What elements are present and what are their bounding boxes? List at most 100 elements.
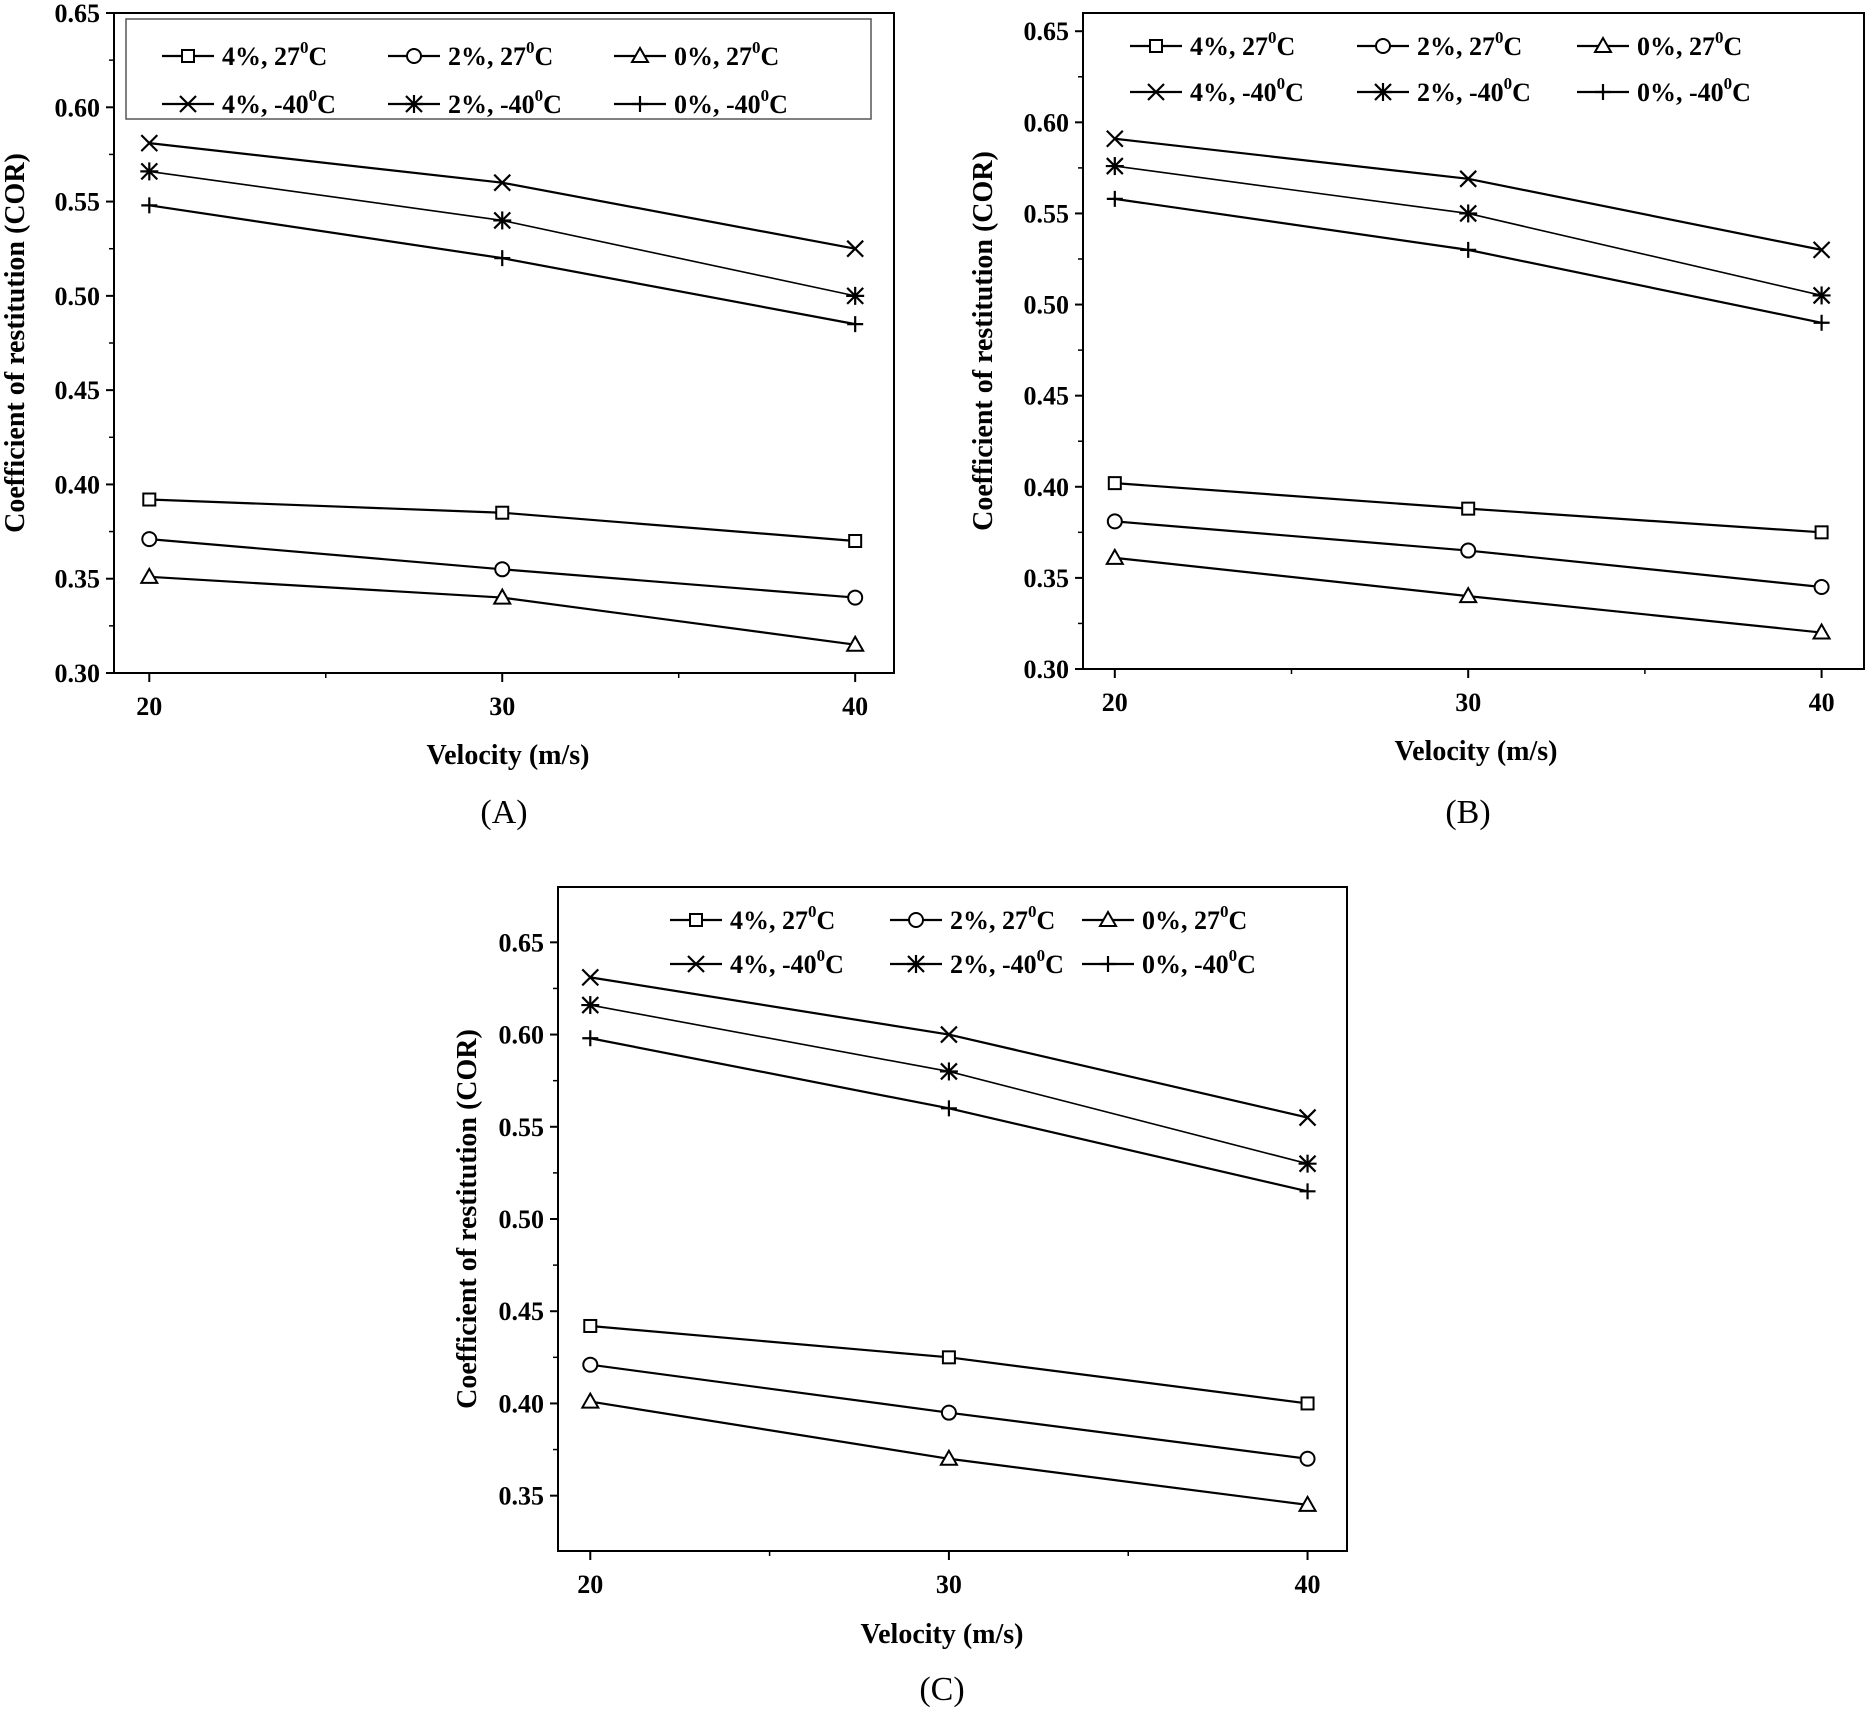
legend-label-unit: C xyxy=(817,906,836,935)
y-tick-label: 0.65 xyxy=(499,928,545,957)
data-point xyxy=(1106,190,1123,207)
marker-stroke xyxy=(1106,129,1124,148)
legend-label-superscript: 0 xyxy=(1495,28,1504,47)
legend-entry: 2%, 270C xyxy=(890,902,1055,935)
data-point xyxy=(1812,286,1831,305)
y-tick-label: 0.60 xyxy=(55,93,101,122)
y-axis-title: Coefficient of restitution (COR) xyxy=(452,1029,483,1409)
marker-stroke xyxy=(493,173,512,192)
data-point xyxy=(141,197,158,214)
y-tick-label: 0.45 xyxy=(1024,382,1070,411)
series-circle xyxy=(582,1356,1316,1467)
data-point xyxy=(140,162,159,181)
y-tick-label: 0.50 xyxy=(1024,291,1070,320)
legend-label-unit: C xyxy=(1285,78,1304,107)
y-tick-label: 0.40 xyxy=(499,1389,545,1418)
legend-label-unit: C xyxy=(825,950,844,979)
legend-label-main: 2%, -40 xyxy=(950,950,1037,979)
legend-label-main: 0%, -40 xyxy=(1637,78,1724,107)
data-point xyxy=(141,531,158,548)
x-axis-title: Velocity (m/s) xyxy=(860,1619,1023,1650)
legend-label-unit: C xyxy=(543,90,562,119)
data-point xyxy=(1298,1154,1317,1173)
legend-entry: 0%, -400C xyxy=(1082,946,1256,979)
data-point xyxy=(494,250,511,267)
data-point xyxy=(580,1391,601,1409)
plot-frame xyxy=(1082,12,1865,670)
legend-label-unit: C xyxy=(309,42,328,71)
series-x xyxy=(581,968,1317,1127)
series-asterisk xyxy=(140,162,865,305)
data-point xyxy=(940,1404,957,1421)
legend-label-main: 0%, 27 xyxy=(1142,906,1220,935)
legend-label: 2%, 270C xyxy=(950,902,1055,935)
legend-label-superscript: 0 xyxy=(526,38,535,57)
legend-marker xyxy=(689,913,703,927)
data-point xyxy=(846,286,865,305)
data-point xyxy=(1298,1108,1317,1127)
series-triangle xyxy=(580,1391,1318,1512)
legend-entry: 2%, 270C xyxy=(1357,28,1522,61)
marker-stroke xyxy=(179,95,197,113)
data-point xyxy=(581,968,600,987)
legend-marker xyxy=(405,95,423,113)
y-tick-label: 0.50 xyxy=(55,282,101,311)
data-point xyxy=(848,534,863,548)
data-point xyxy=(140,134,159,152)
legend-entry: 2%, -400C xyxy=(890,946,1064,979)
legend-label-unit: C xyxy=(1504,32,1523,61)
y-tick-label: 0.60 xyxy=(499,1021,545,1050)
legend-label: 2%, -400C xyxy=(950,946,1064,979)
data-point xyxy=(1458,586,1478,604)
y-tick-label: 0.35 xyxy=(499,1482,545,1511)
data-point xyxy=(1297,1494,1318,1512)
series-x xyxy=(140,134,864,258)
legend-label-superscript: 0 xyxy=(1229,946,1238,965)
y-tick-label: 0.55 xyxy=(55,188,101,217)
legend-label-main: 4%, 27 xyxy=(730,906,808,935)
data-point xyxy=(1459,204,1478,223)
legend-label: 4%, -400C xyxy=(222,86,336,119)
panel-label: (C) xyxy=(919,1671,964,1708)
plot-frame xyxy=(557,886,1348,1552)
marker-stroke xyxy=(940,1025,958,1044)
legend-marker xyxy=(630,45,650,63)
series-line xyxy=(590,1324,1308,1405)
legend-marker xyxy=(1375,38,1391,54)
legend-marker xyxy=(1147,83,1165,101)
y-tick-label: 0.35 xyxy=(55,565,101,594)
legend-label-unit: C xyxy=(1732,78,1751,107)
legend-marker xyxy=(179,95,197,113)
legend-label-superscript: 0 xyxy=(1504,74,1513,93)
y-tick-label: 0.55 xyxy=(1024,199,1070,228)
legend-entry: 0%, 270C xyxy=(614,38,779,71)
data-point xyxy=(1459,170,1477,188)
legend-label: 0%, -400C xyxy=(1142,946,1256,979)
series-asterisk xyxy=(581,996,1317,1173)
marker-stroke xyxy=(846,239,864,258)
data-point xyxy=(1106,129,1124,148)
series-line xyxy=(1114,165,1822,297)
series-plus xyxy=(1106,190,1830,331)
y-tick-label: 0.50 xyxy=(499,1205,545,1234)
legend-entry: 0%, 270C xyxy=(1577,28,1742,61)
legend-entry: 2%, -400C xyxy=(1357,74,1531,107)
legend-label-superscript: 0 xyxy=(535,86,544,105)
legend-marker xyxy=(1100,956,1116,972)
legend-entry: 4%, 270C xyxy=(162,38,327,71)
legend-label-unit: C xyxy=(1277,32,1296,61)
data-point xyxy=(845,634,865,652)
series-plus xyxy=(582,1030,1316,1200)
legend-entry: 4%, 270C xyxy=(670,902,835,935)
legend-marker xyxy=(1149,39,1163,53)
legend-marker xyxy=(181,49,195,63)
y-tick-label: 0.40 xyxy=(1024,473,1070,502)
series-square xyxy=(142,492,863,548)
data-point xyxy=(139,566,160,584)
series-square xyxy=(1107,476,1829,540)
series-line xyxy=(590,976,1308,1119)
data-point xyxy=(847,316,864,333)
x-tick-label: 30 xyxy=(1455,688,1481,717)
